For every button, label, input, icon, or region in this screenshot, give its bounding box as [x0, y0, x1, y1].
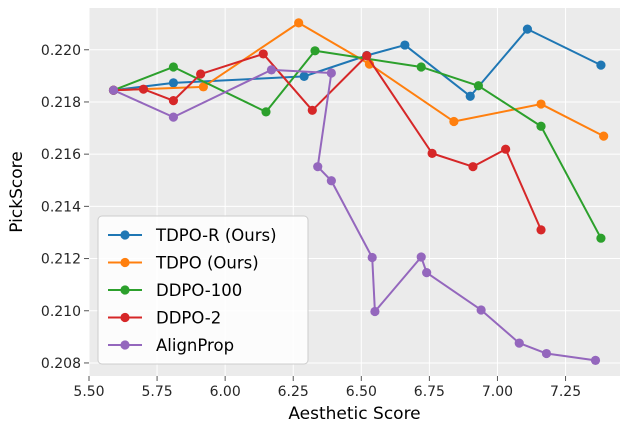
y-tick-label: 0.214: [41, 199, 81, 215]
x-tick-label: 6.00: [210, 384, 241, 400]
legend-item: TDPO (Ours): [108, 254, 259, 273]
data-point: [501, 144, 511, 154]
data-point: [449, 116, 459, 127]
data-point: [416, 252, 426, 262]
data-point: [514, 338, 524, 348]
data-point: [313, 162, 323, 172]
y-tick-label: 0.212: [41, 252, 81, 268]
data-point: [416, 62, 426, 72]
legend-label: DDPO-100: [156, 281, 242, 300]
legend-swatch-marker: [120, 312, 130, 323]
legend-label: TDPO (Ours): [155, 254, 259, 273]
series-line: [113, 68, 596, 362]
data-point: [468, 162, 478, 172]
y-tick-label: 0.218: [41, 95, 81, 111]
data-point: [536, 225, 546, 235]
data-point: [196, 69, 206, 79]
data-point: [536, 121, 546, 131]
legend-swatch-marker: [120, 340, 130, 350]
data-point: [362, 51, 372, 61]
data-point: [536, 99, 546, 109]
x-tick-label: 5.75: [141, 384, 172, 400]
data-point: [473, 81, 483, 91]
legend-label: TDPO-R (Ours): [155, 226, 277, 245]
data-point: [108, 85, 119, 95]
data-point: [168, 112, 179, 122]
data-point: [476, 305, 486, 315]
data-point: [422, 268, 432, 278]
series-5: [108, 65, 601, 365]
x-tick-label: 7.00: [482, 384, 513, 400]
data-point: [541, 348, 552, 359]
x-axis-label: Aesthetic Score: [288, 404, 420, 424]
data-point: [522, 24, 533, 34]
legend-item: TDPO-R (Ours): [108, 226, 277, 245]
data-point: [326, 176, 336, 186]
data-point: [370, 306, 380, 317]
legend-label: AlignProp: [156, 336, 234, 355]
data-point: [596, 60, 606, 70]
legend-label: DDPO-2: [156, 309, 221, 328]
data-point: [367, 252, 377, 263]
x-tick-label: 6.75: [414, 384, 445, 400]
data-point: [299, 71, 309, 81]
series-group: [108, 18, 609, 365]
y-tick-label: 0.208: [41, 356, 81, 372]
y-axis-label: PickScore: [7, 151, 27, 232]
data-point: [258, 49, 268, 59]
legend-swatch-marker: [120, 285, 130, 295]
data-point: [198, 82, 208, 92]
y-tick-label: 0.210: [41, 304, 81, 320]
legend-item: DDPO-100: [108, 281, 242, 300]
data-point: [590, 355, 601, 365]
y-tick-label: 0.220: [41, 43, 81, 59]
x-tick-label: 5.50: [73, 384, 104, 400]
legend: TDPO-R (Ours) TDPO (Ours) DDPO-100 DDPO-2 Al…: [97, 215, 309, 365]
series-line: [113, 28, 602, 98]
data-point: [168, 96, 179, 106]
data-point: [138, 84, 149, 94]
data-point: [261, 107, 271, 117]
data-point: [465, 91, 475, 101]
data-point: [266, 65, 277, 75]
data-point: [168, 78, 179, 88]
x-tick-label: 6.25: [278, 384, 309, 400]
legend-box: [97, 215, 309, 365]
data-point: [294, 18, 304, 28]
data-point: [168, 62, 179, 72]
data-point: [427, 148, 437, 158]
data-point: [307, 105, 317, 115]
y-tick-label: 0.216: [41, 147, 81, 163]
legend-swatch-marker: [120, 230, 130, 240]
legend-item: AlignProp: [108, 336, 234, 355]
data-point: [596, 233, 606, 243]
data-point: [400, 40, 410, 50]
data-point: [599, 131, 609, 141]
data-point: [310, 46, 320, 56]
legend-swatch-marker: [120, 257, 130, 268]
x-tick-label: 7.25: [550, 384, 581, 400]
x-tick-label: 6.50: [346, 384, 377, 400]
legend-item: DDPO-2: [108, 309, 221, 328]
data-point: [326, 68, 336, 78]
tick-labels: 5.50 5.75 6.00 6.25 6.50 6.75 7.00 7.25 0.208 0.2…: [41, 43, 581, 400]
